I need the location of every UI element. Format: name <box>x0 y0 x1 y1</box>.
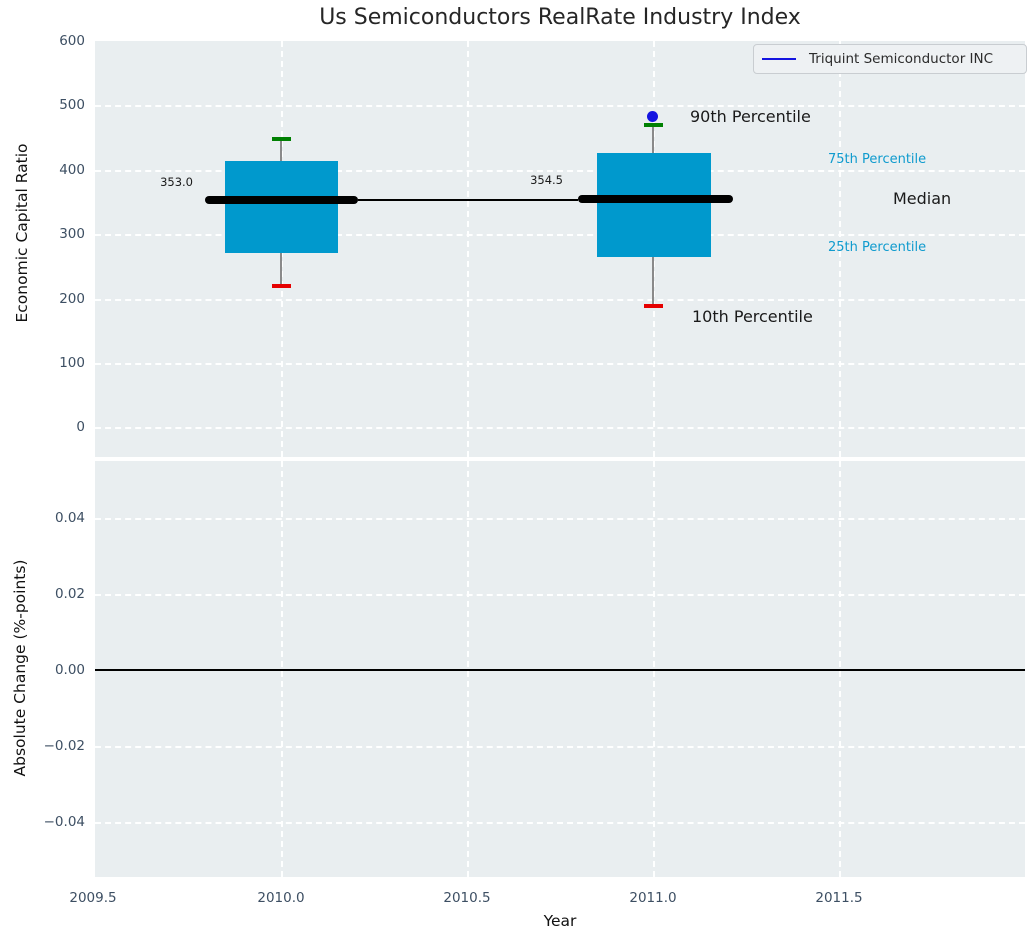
gridline <box>839 41 841 457</box>
y-tick-300: 300 <box>59 226 85 242</box>
median-line-2010 <box>205 196 358 204</box>
gridline <box>95 363 1025 365</box>
whisker-cap-90th-2010 <box>272 137 291 141</box>
bottom-plot-area <box>95 461 1025 877</box>
y-tick-neg-0.04: −0.04 <box>43 814 85 830</box>
y-tick-400: 400 <box>59 162 85 178</box>
gridline <box>95 822 1025 824</box>
y-tick-0: 0 <box>76 419 85 435</box>
x-tick-2011.0: 2011.0 <box>629 890 677 906</box>
gridline <box>95 299 1025 301</box>
annotation-90th-percentile: 90th Percentile <box>690 107 811 126</box>
zero-change-line <box>95 669 1025 671</box>
y-axis-title-top: Economic Capital Ratio <box>13 143 31 323</box>
y-tick-0.02: 0.02 <box>54 586 85 602</box>
top-plot-area: 353.0 354.5 90th Percentile 75th Percent… <box>95 41 1027 457</box>
company-point-triquint <box>647 111 658 122</box>
legend-line-sample <box>762 58 796 60</box>
median-value-label-2010: 353.0 <box>160 175 193 189</box>
gridline <box>95 518 1025 520</box>
y-axis-title-bottom: Absolute Change (%-points) <box>11 559 29 777</box>
y-tick-200: 200 <box>59 291 85 307</box>
y-tick-0.04: 0.04 <box>54 510 85 526</box>
y-tick-500: 500 <box>59 97 85 113</box>
gridline <box>467 41 469 457</box>
y-tick-0.00: 0.00 <box>54 662 85 678</box>
annotation-10th-percentile: 10th Percentile <box>692 307 813 326</box>
gridline <box>95 427 1025 429</box>
annotation-75th-percentile: 75th Percentile <box>828 152 927 167</box>
legend: Triquint Semiconductor INC <box>753 44 1027 74</box>
box-2011 <box>597 153 711 257</box>
gridline <box>95 594 1025 596</box>
whisker-cap-10th-2010 <box>272 284 291 288</box>
x-tick-2011.5: 2011.5 <box>815 890 863 906</box>
y-tick-600: 600 <box>59 33 85 49</box>
median-value-label-2011: 354.5 <box>530 173 563 187</box>
y-tick-neg-0.02: −0.02 <box>43 738 85 754</box>
whisker-cap-10th-2011 <box>644 304 663 308</box>
gridline <box>95 170 1025 172</box>
annotation-median: Median <box>893 189 952 208</box>
x-tick-2009.5: 2009.5 <box>69 890 117 906</box>
legend-label: Triquint Semiconductor INC <box>809 51 994 67</box>
chart-title: Us Semiconductors RealRate Industry Inde… <box>319 5 801 30</box>
whisker-cap-90th-2011 <box>644 123 663 127</box>
median-line-2011 <box>578 195 733 203</box>
box-2010 <box>225 161 338 253</box>
x-axis-title: Year <box>543 912 577 930</box>
x-tick-2010.5: 2010.5 <box>443 890 491 906</box>
y-tick-100: 100 <box>59 355 85 371</box>
x-tick-2010.0: 2010.0 <box>257 890 305 906</box>
gridline <box>95 105 1025 107</box>
annotation-25th-percentile: 25th Percentile <box>828 240 927 255</box>
gridline <box>95 234 1025 236</box>
median-connector-line <box>358 198 578 201</box>
gridline <box>95 746 1025 748</box>
